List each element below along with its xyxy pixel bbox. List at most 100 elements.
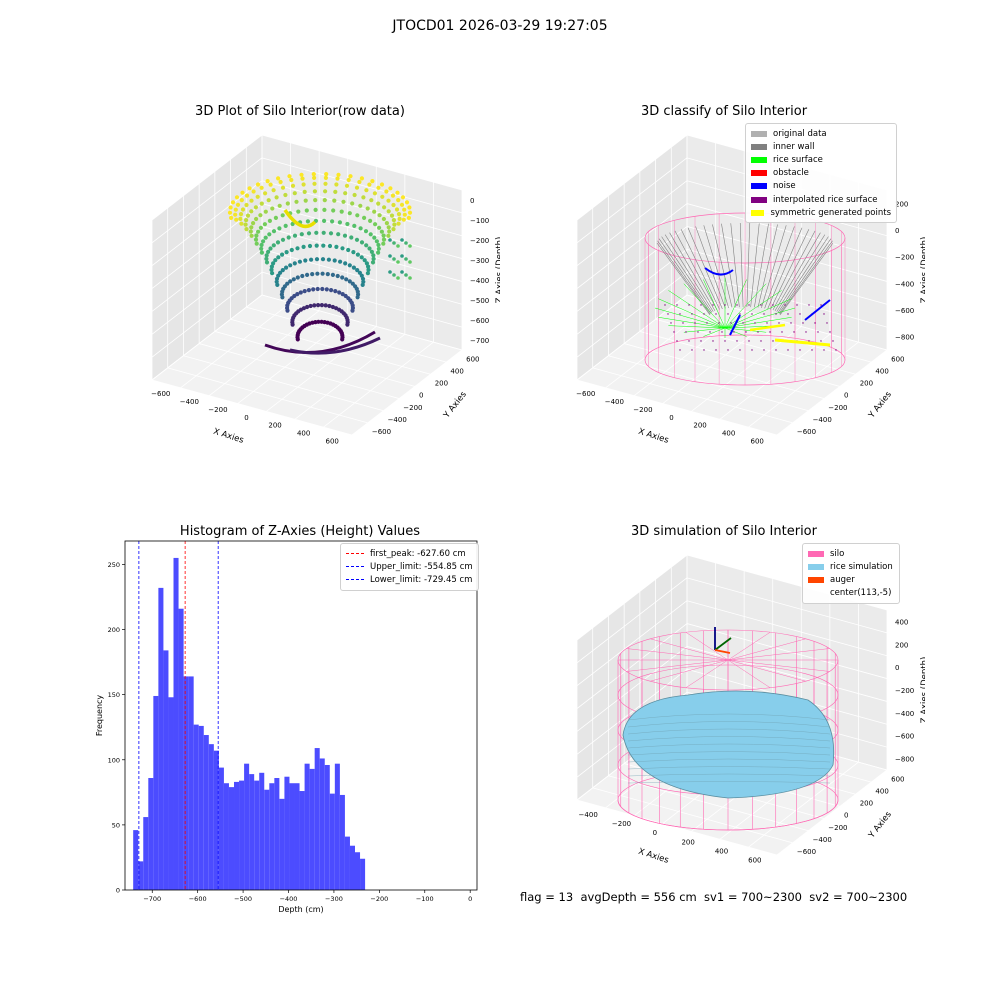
- interpolated-dot: [811, 349, 813, 351]
- raw-point: [369, 249, 374, 254]
- raw-point: [277, 203, 282, 208]
- raw-point: [325, 272, 330, 277]
- y-axis-label: Y Axies: [866, 809, 894, 841]
- raw-point: [359, 176, 364, 181]
- raw-point: [347, 263, 352, 268]
- raw-point: [240, 190, 245, 195]
- grid-line: [624, 343, 825, 399]
- raw-point: [249, 225, 254, 230]
- raw-point: [271, 188, 276, 193]
- raw-point: [364, 261, 369, 266]
- inner-wall-strand: [772, 230, 816, 311]
- raw-point: [387, 229, 392, 234]
- interpolated-dot: [742, 322, 744, 324]
- legend-label: Lower_limit: -729.45 cm: [370, 574, 473, 585]
- grid-line: [323, 341, 434, 428]
- silo-roof-wire: [727, 638, 806, 661]
- legend-label: obstacle: [773, 168, 809, 179]
- raw-data-3d-plot: −600−400−2000200400600−600−400−200020040…: [151, 134, 500, 446]
- legend-label: inner wall: [773, 141, 815, 152]
- x-tick-label: −400: [180, 398, 199, 406]
- raw-point: [291, 277, 296, 282]
- raw-point: [324, 172, 329, 177]
- interpolated-dot: [748, 304, 750, 306]
- raw-point: [324, 287, 329, 292]
- y-tick-label: 100: [108, 756, 120, 764]
- grid-line: [686, 600, 888, 657]
- histogram-bar: [299, 791, 305, 890]
- noise-arc: [704, 267, 734, 276]
- raw-point: [333, 289, 338, 294]
- y-tick-label: 200: [860, 800, 873, 808]
- raw-point: [368, 218, 373, 223]
- x-tick-label: −300: [325, 895, 343, 903]
- raw-point: [265, 179, 270, 184]
- histogram-bar: [319, 758, 325, 890]
- raw-point: [301, 306, 306, 311]
- interpolated-dot: [823, 349, 825, 351]
- rice-mesh: [627, 713, 831, 784]
- grid-line: [639, 331, 840, 387]
- inner-wall-strand: [770, 229, 810, 310]
- interpolated-dot: [778, 322, 780, 324]
- grid-line: [151, 203, 263, 289]
- raw-point: [297, 259, 302, 264]
- raw-point: [377, 225, 382, 230]
- z-tick-label: −600: [895, 733, 914, 741]
- inner-wall-strand: [757, 224, 778, 308]
- z-tick-label: −200: [895, 254, 914, 262]
- interpolated-dot: [724, 304, 726, 306]
- plot-frame: [124, 540, 478, 891]
- raw-point: [396, 244, 400, 248]
- histogram-bar: [289, 783, 295, 890]
- raw-point: [408, 276, 412, 280]
- interpolated-dot: [736, 340, 738, 342]
- interpolated-dot: [748, 340, 750, 342]
- rice-mesh-line: [627, 713, 831, 721]
- raw-point: [327, 303, 332, 309]
- raw-point: [392, 257, 396, 261]
- grid-line: [151, 180, 263, 267]
- interpolated-dot: [679, 313, 681, 315]
- interpolated-dot: [751, 313, 753, 315]
- histogram-bar: [173, 557, 179, 890]
- raw-point: [342, 233, 348, 238]
- y-tick-label: −600: [797, 848, 816, 856]
- interpolated-dot: [775, 313, 777, 315]
- raw-point: [344, 277, 349, 282]
- legend-item: obstacle: [751, 167, 891, 180]
- z-axis-label: Z Axies (Depth): [920, 237, 925, 304]
- raw-point: [392, 222, 397, 227]
- histogram-bar: [249, 774, 255, 890]
- interpolated-dot: [700, 304, 702, 306]
- rice-surface-ray: [668, 325, 726, 329]
- raw-point: [312, 175, 317, 180]
- rice-mesh-line: [627, 736, 831, 742]
- raw-point: [361, 195, 366, 200]
- x-tick-label: 400: [297, 429, 310, 437]
- histogram-bar: [213, 750, 219, 890]
- grid-line: [151, 271, 263, 358]
- y-tick-label: −600: [372, 428, 391, 436]
- y-tick-label: 50: [112, 821, 120, 829]
- raw-point: [300, 176, 305, 181]
- y-axis-label: Frequency: [95, 695, 104, 737]
- grid-line: [655, 318, 856, 375]
- raw-point: [376, 246, 381, 251]
- raw-point: [253, 205, 258, 210]
- raw-point: [267, 218, 272, 223]
- silo-roof-wire: [650, 638, 729, 661]
- rice-surface-ray: [668, 290, 726, 329]
- raw-point: [269, 267, 274, 272]
- x-tick-label: 600: [748, 857, 761, 865]
- z-tick-label: −200: [895, 687, 914, 695]
- y-tick-label: −200: [403, 404, 422, 412]
- raw-point: [283, 223, 288, 228]
- silo-roof-wire: [727, 648, 830, 661]
- raw-point: [292, 191, 297, 196]
- interpolated-dot: [730, 322, 732, 324]
- histogram-bar: [223, 783, 229, 890]
- raw-point: [270, 206, 275, 211]
- raw-point: [276, 176, 281, 181]
- inner-wall-strand: [764, 226, 795, 309]
